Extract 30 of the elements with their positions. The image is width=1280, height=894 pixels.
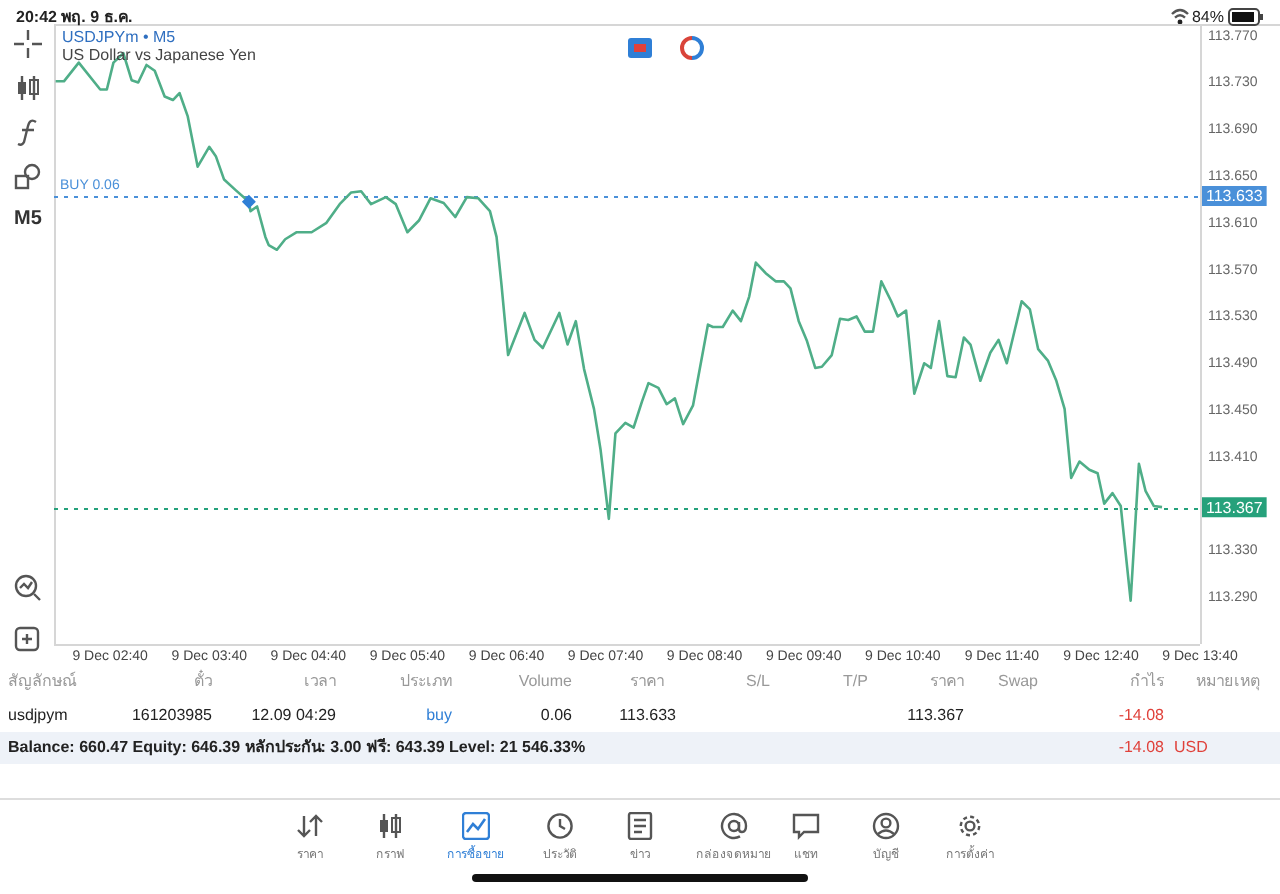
annotation: 20:42 พฤ. 9 ธ.ค. (16, 8, 133, 28)
text: S/L (745, 672, 770, 692)
annotation: 84% (1191, 8, 1224, 28)
text: ตั๋ว (194, 672, 212, 692)
text: หมายเหตุ (1196, 672, 1260, 692)
text: 0.06 (540, 706, 572, 726)
text: 12.09 04:29 (251, 706, 336, 726)
text: Volume (518, 672, 572, 692)
text: 113.633 (619, 706, 676, 726)
chart-title: USDJPYm • M5 (62, 28, 176, 48)
text: กำไร (1130, 672, 1164, 692)
annotation: 113.367 (1206, 498, 1264, 517)
text: -14.08 (1118, 738, 1164, 758)
text: USD (1174, 738, 1208, 758)
text: M5 (14, 208, 42, 230)
text: ประเภท (400, 672, 452, 692)
text: สัญลักษณ์ (8, 672, 76, 692)
text: Swap (997, 672, 1038, 692)
annotation: 113.633 (1206, 187, 1264, 206)
text: 113.367 (907, 706, 964, 726)
text: Balance: 660.47 Equity: 646.39 หลักประกัน: 3.00 ฟรี: 643.39 Level: 21 546.33% (8, 738, 586, 758)
text: 161203985 (131, 706, 212, 726)
text: T/P (843, 672, 868, 692)
text: US Dollar vs Japanese Yen (62, 46, 256, 66)
text: ราคา (630, 672, 664, 692)
text: เวลา (304, 672, 336, 692)
text: usdjpym (8, 706, 68, 726)
text: -14.08 (1118, 706, 1164, 726)
text: buy (426, 706, 452, 726)
text: ราคา (930, 672, 964, 692)
